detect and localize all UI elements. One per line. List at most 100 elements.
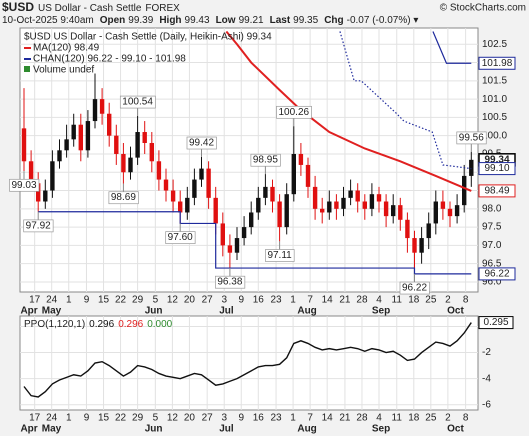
x-tick-label: 24 xyxy=(46,295,58,306)
y-tick-label: 97.0 xyxy=(482,240,502,251)
annotation-box xyxy=(399,281,430,295)
x-tick-label: 15 xyxy=(98,413,110,424)
x-tick-label: 18 xyxy=(408,295,420,306)
candle-body xyxy=(107,113,112,136)
annotation-label: 96.22 xyxy=(402,283,427,294)
x-tick-label: 1 xyxy=(290,295,296,306)
candle-body xyxy=(43,190,48,202)
candle-body xyxy=(355,190,360,202)
candle-body xyxy=(21,128,27,162)
annotation-label: 100.26 xyxy=(279,107,310,118)
candle-body xyxy=(433,201,438,224)
x-tick-label: 9 xyxy=(84,295,90,306)
y-tick-label: 101.0 xyxy=(482,94,507,105)
candle-body xyxy=(398,205,403,220)
candle-body xyxy=(383,201,389,217)
channel-line xyxy=(432,31,472,64)
x-tick-label: 8 xyxy=(463,413,469,424)
x-tick-label: 17 xyxy=(29,295,41,306)
x-tick-label: 24 xyxy=(46,413,58,424)
candle-body xyxy=(341,197,346,209)
y-tick-label: 98.0 xyxy=(482,203,502,214)
x-tick-label: 18 xyxy=(408,413,420,424)
annotation-box xyxy=(265,249,295,262)
x-tick-label: 15 xyxy=(98,295,110,306)
annotation-box xyxy=(456,131,487,145)
y-tick-label: 97.5 xyxy=(482,222,502,233)
candle-body xyxy=(469,159,474,176)
annotation-box xyxy=(108,191,139,205)
x-tick-label: 12 xyxy=(167,413,179,424)
candle-body xyxy=(64,139,69,151)
month-label: Apr xyxy=(20,306,37,317)
candle-body xyxy=(369,194,375,209)
price-legend-title: $USD US Dollar - Cash Settle (Daily, Hei… xyxy=(24,32,272,43)
x-tick-label: 23 xyxy=(270,295,282,306)
candle-body xyxy=(99,99,105,114)
last-value-box xyxy=(478,267,516,281)
quote-label: High xyxy=(159,15,181,26)
x-tick-label: 23 xyxy=(270,413,282,424)
annotation-box xyxy=(250,153,281,167)
x-tick-label: 21 xyxy=(339,295,351,306)
x-tick-label: 27 xyxy=(202,295,214,306)
price-panel xyxy=(19,27,479,293)
month-label: Jun xyxy=(145,424,163,435)
annotation-box xyxy=(23,219,54,233)
annotation-label: 99.56 xyxy=(459,132,484,143)
candle-body xyxy=(156,161,162,180)
x-tick-label: 22 xyxy=(115,295,127,306)
ppo-legend-value: 0.296 xyxy=(89,319,114,330)
x-tick-label: 4 xyxy=(376,413,382,424)
quote-label: Chg xyxy=(324,15,343,26)
annotation-label: 99.42 xyxy=(189,138,214,149)
x-tick-label: 2 xyxy=(445,413,451,424)
month-label: Jun xyxy=(145,306,163,317)
candle-body xyxy=(220,223,225,246)
month-label: Jul xyxy=(219,306,234,317)
symbol: $USD xyxy=(2,0,34,14)
x-tick-label: 1 xyxy=(66,413,72,424)
candle-body xyxy=(57,150,62,162)
x-tick-label: 4 xyxy=(376,295,382,306)
quote-value: 99.43 xyxy=(185,15,210,26)
candle-body xyxy=(142,132,147,143)
x-tick-label: 28 xyxy=(356,413,368,424)
x-tick-label: 16 xyxy=(253,413,265,424)
month-label: Oct xyxy=(447,306,464,317)
x-tick-label: 7 xyxy=(307,413,313,424)
y-tick-label: 96.5 xyxy=(482,258,502,269)
month-label: Apr xyxy=(20,424,37,435)
annotation-label: 97.11 xyxy=(267,250,292,261)
quote-label: Last xyxy=(270,15,291,26)
candle-body xyxy=(128,157,133,173)
candle-body xyxy=(263,186,268,198)
x-tick-label: 1 xyxy=(66,295,72,306)
x-tick-label: 11 xyxy=(392,413,403,424)
last-value-box xyxy=(478,56,516,70)
ma-line xyxy=(225,30,472,192)
datetime: 10-Oct-2025 9:40am xyxy=(2,15,94,26)
channel-line xyxy=(339,31,472,170)
ppo-panel xyxy=(19,315,479,411)
annotation-label: 97.92 xyxy=(26,220,51,231)
candle-body xyxy=(206,168,211,198)
annotation-box xyxy=(165,231,196,244)
x-tick-label: 12 xyxy=(167,295,179,306)
candle-body xyxy=(305,164,311,187)
quote-value: 99.35 xyxy=(293,15,318,26)
x-tick-label: 29 xyxy=(132,295,144,306)
candle-body xyxy=(320,208,325,213)
candle-body xyxy=(454,205,460,217)
ppo-title: PPO(1,120,1) xyxy=(24,319,85,330)
ppo-line xyxy=(23,322,472,398)
annotation-box xyxy=(119,95,156,109)
ppo-plot xyxy=(20,316,478,410)
x-tick-label: 3 xyxy=(221,413,227,424)
y-tick-label: 100.0 xyxy=(482,130,507,141)
quote-label: Open xyxy=(100,15,126,26)
y-tick-label: -4 xyxy=(482,373,491,384)
x-tick-label: 22 xyxy=(115,413,127,424)
